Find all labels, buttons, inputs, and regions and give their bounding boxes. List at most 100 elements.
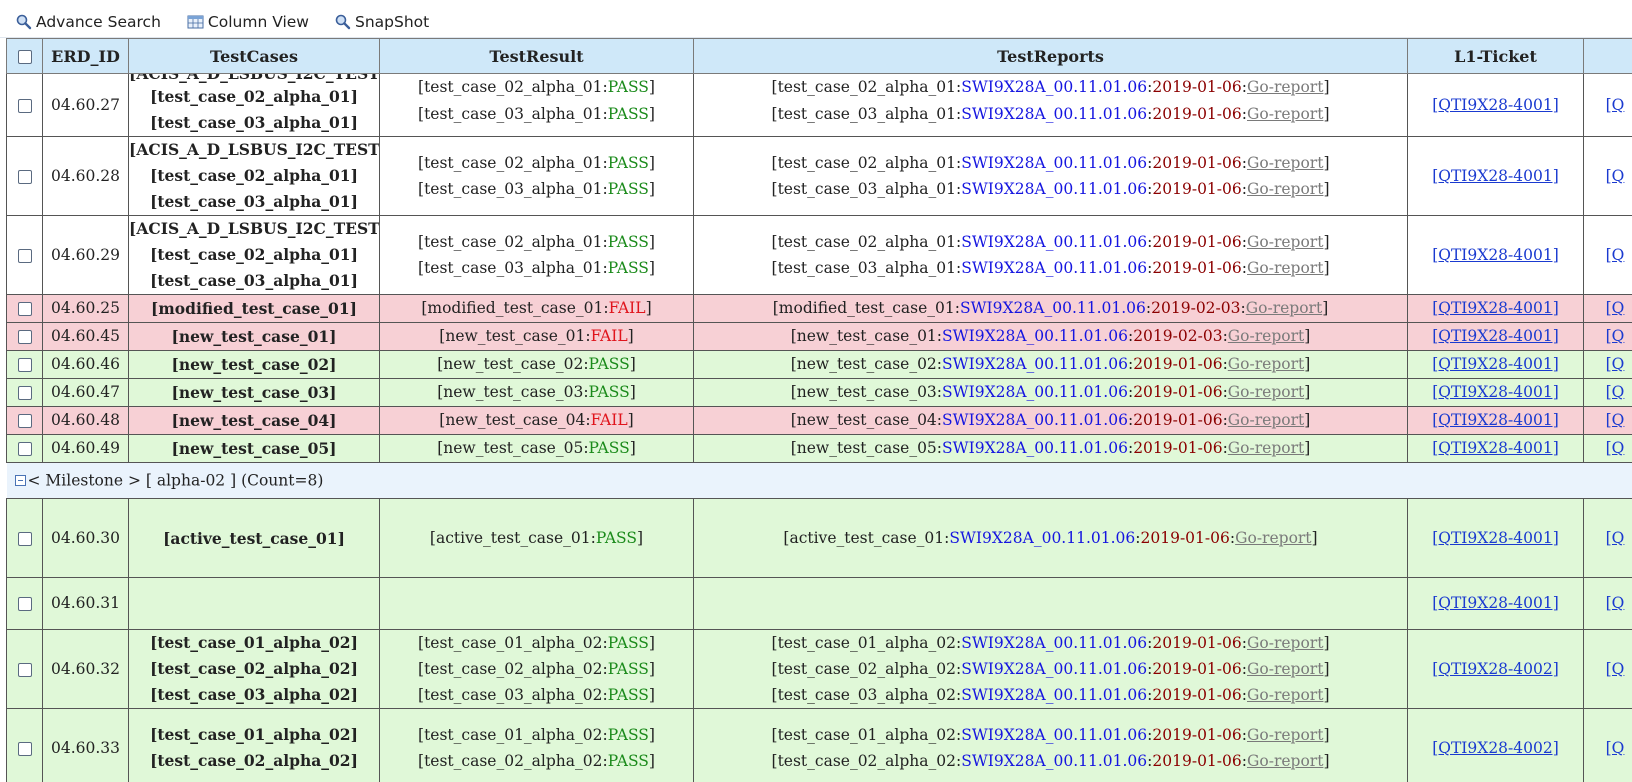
- collapse-group-icon[interactable]: [14, 475, 26, 487]
- ticket-link[interactable]: [QTI9X28-4001]: [1432, 95, 1559, 114]
- row-checkbox[interactable]: [17, 330, 32, 344]
- go-report-link[interactable]: Go-report: [1247, 259, 1324, 277]
- report-build: SWI9X28A_00.11.01.06: [961, 154, 1148, 172]
- report-date: 2019-01-06: [1152, 686, 1242, 704]
- l1-ticket-header[interactable]: L1-Ticket: [1407, 38, 1584, 74]
- go-report-link[interactable]: Go-report: [1247, 233, 1324, 251]
- row-checkbox[interactable]: [17, 98, 32, 113]
- row-select-cell: [6, 322, 43, 351]
- go-report-link[interactable]: Go-report: [1227, 327, 1305, 345]
- table-row: 04.60.31 [QTI9X28-4001] [Q: [6, 577, 1632, 630]
- l1-ticket-cell: [QTI9X28-4001]: [1407, 498, 1584, 578]
- next-column-link[interactable]: [Q: [1605, 383, 1625, 401]
- go-report-link[interactable]: Go-report: [1227, 355, 1305, 373]
- report-line: [test_case_02_alpha_02:SWI9X28A_00.11.01…: [771, 752, 1330, 770]
- erd-id-cell: 04.60.33: [42, 708, 129, 782]
- ticket-link[interactable]: [QTI9X28-4001]: [1432, 327, 1559, 345]
- go-report-link[interactable]: Go-report: [1245, 299, 1323, 317]
- go-report-link[interactable]: Go-report: [1227, 411, 1305, 429]
- go-report-link[interactable]: Go-report: [1247, 154, 1324, 172]
- next-column-link[interactable]: [Q: [1605, 439, 1625, 457]
- l1-ticket-cell: [QTI9X28-4001]: [1407, 215, 1584, 295]
- header-row: ERD_ID TestCases TestResult TestReports …: [6, 38, 1632, 74]
- ticket-link[interactable]: [QTI9X28-4001]: [1432, 439, 1559, 457]
- row-select-cell: [6, 73, 43, 137]
- report-build: SWI9X28A_00.11.01.06: [961, 233, 1148, 251]
- result-status: FAIL: [590, 411, 628, 429]
- l1-ticket-cell: [QTI9X28-4002]: [1407, 708, 1584, 782]
- row-checkbox[interactable]: [17, 531, 32, 546]
- go-report-link[interactable]: Go-report: [1247, 686, 1324, 704]
- next-column-link[interactable]: [Q: [1605, 299, 1625, 317]
- next-column-cell: [Q: [1583, 629, 1632, 709]
- row-checkbox[interactable]: [17, 248, 32, 263]
- erd-id-cell: 04.60.27: [42, 73, 129, 137]
- go-report-link[interactable]: Go-report: [1247, 105, 1324, 123]
- row-checkbox[interactable]: [17, 414, 32, 428]
- next-column-link[interactable]: [Q: [1605, 166, 1625, 185]
- row-checkbox[interactable]: [17, 386, 32, 400]
- next-column-link[interactable]: [Q: [1605, 738, 1625, 757]
- result-line: [test_case_03_alpha_01:PASS]: [418, 105, 655, 123]
- go-report-link[interactable]: Go-report: [1235, 528, 1312, 547]
- go-report-link[interactable]: Go-report: [1247, 660, 1324, 678]
- report-build: SWI9X28A_00.11.01.06: [961, 686, 1148, 704]
- column-view-button[interactable]: Column View: [187, 7, 309, 31]
- table-row: 04.60.30 [active_test_case_01] [active_t…: [6, 498, 1632, 578]
- snapshot-button[interactable]: SnapShot: [335, 7, 429, 31]
- ticket-link[interactable]: [QTI9X28-4001]: [1432, 245, 1559, 264]
- row-checkbox[interactable]: [17, 442, 32, 456]
- next-column-link[interactable]: [Q: [1605, 327, 1625, 345]
- row-checkbox[interactable]: [17, 169, 32, 184]
- result-status: PASS: [588, 355, 630, 373]
- erd-id-header[interactable]: ERD_ID: [42, 38, 129, 74]
- row-select-cell: [6, 136, 43, 216]
- go-report-link[interactable]: Go-report: [1247, 180, 1324, 198]
- testcases-header[interactable]: TestCases: [128, 38, 380, 74]
- advance-search-button[interactable]: Advance Search: [16, 7, 161, 31]
- next-column-link[interactable]: [Q: [1605, 528, 1625, 547]
- row-checkbox[interactable]: [17, 741, 32, 756]
- ticket-link[interactable]: [QTI9X28-4001]: [1432, 594, 1559, 612]
- testreports-header[interactable]: TestReports: [693, 38, 1408, 74]
- next-column-link[interactable]: [Q: [1605, 659, 1625, 678]
- row-checkbox[interactable]: [17, 358, 32, 372]
- go-report-link[interactable]: Go-report: [1227, 383, 1305, 401]
- ticket-link[interactable]: [QTI9X28-4001]: [1432, 299, 1559, 317]
- ticket-link[interactable]: [QTI9X28-4001]: [1432, 166, 1559, 185]
- ticket-link[interactable]: [QTI9X28-4001]: [1432, 528, 1559, 547]
- row-checkbox[interactable]: [17, 302, 32, 316]
- ticket-link[interactable]: [QTI9X28-4001]: [1432, 383, 1559, 401]
- go-report-link[interactable]: Go-report: [1227, 439, 1305, 457]
- row-checkbox[interactable]: [17, 662, 32, 677]
- go-report-link[interactable]: Go-report: [1247, 752, 1324, 770]
- next-column-link[interactable]: [Q: [1605, 411, 1625, 429]
- next-column-link[interactable]: [Q: [1605, 355, 1625, 373]
- ticket-link[interactable]: [QTI9X28-4002]: [1432, 659, 1559, 678]
- result-status: PASS: [607, 634, 649, 652]
- ticket-link[interactable]: [QTI9X28-4001]: [1432, 355, 1559, 373]
- go-report-link[interactable]: Go-report: [1247, 634, 1324, 652]
- next-column-cell: [Q: [1583, 294, 1632, 323]
- report-case: modified_test_case_01: [778, 299, 955, 317]
- result-status: PASS: [607, 686, 649, 704]
- next-column-link[interactable]: [Q: [1605, 245, 1625, 264]
- testresult-header[interactable]: TestResult: [379, 38, 694, 74]
- table-row: 04.60.49 [new_test_case_05] [new_test_ca…: [6, 434, 1632, 463]
- row-select-cell: [6, 215, 43, 295]
- select-all-checkbox[interactable]: [17, 50, 32, 64]
- testresult-cell: [active_test_case_01:PASS]: [379, 498, 694, 578]
- go-report-link[interactable]: Go-report: [1247, 78, 1324, 96]
- row-select-cell: [6, 350, 43, 379]
- next-column-link[interactable]: [Q: [1605, 95, 1625, 114]
- testreports-cell: [test_case_02_alpha_01:SWI9X28A_00.11.01…: [693, 73, 1408, 137]
- result-status: PASS: [607, 154, 649, 172]
- ticket-link[interactable]: [QTI9X28-4001]: [1432, 411, 1559, 429]
- ticket-link[interactable]: [QTI9X28-4002]: [1432, 738, 1559, 757]
- next-column-link[interactable]: [Q: [1605, 594, 1625, 612]
- erd-id-cell: 04.60.49: [42, 434, 129, 463]
- report-build: SWI9X28A_00.11.01.06: [961, 634, 1148, 652]
- go-report-link[interactable]: Go-report: [1247, 726, 1324, 744]
- row-checkbox[interactable]: [17, 597, 32, 611]
- report-build: SWI9X28A_00.11.01.06: [961, 660, 1148, 678]
